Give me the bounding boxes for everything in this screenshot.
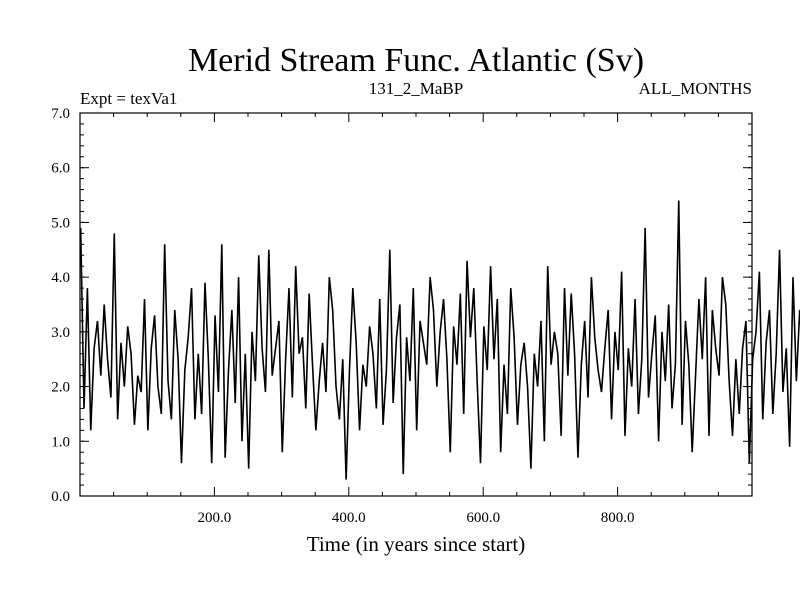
y-tick-label: 2.0 [51, 380, 70, 396]
x-tick-label: 200.0 [198, 510, 232, 526]
x-tick-label: 800.0 [601, 510, 635, 526]
series-layer [81, 140, 800, 479]
x-axis-label: Time (in years since start) [307, 532, 526, 556]
experiment-label: Expt = texVa1 [80, 89, 177, 108]
chart-title: Merid Stream Func. Atlantic (Sv) [188, 42, 644, 79]
series-line [81, 140, 800, 479]
y-tick-label: 3.0 [51, 325, 70, 341]
run-label: 131_2_MaBP [369, 79, 463, 98]
y-tick-label: 6.0 [51, 161, 70, 177]
y-tick-label: 1.0 [51, 434, 70, 450]
y-tick-label: 5.0 [51, 215, 70, 231]
y-tick-label: 0.0 [51, 489, 70, 505]
y-tick-label: 4.0 [51, 270, 70, 286]
y-tick-label: 7.0 [51, 106, 70, 122]
x-tick-label: 400.0 [332, 510, 366, 526]
months-label: ALL_MONTHS [639, 79, 752, 98]
x-tick-label: 600.0 [466, 510, 500, 526]
